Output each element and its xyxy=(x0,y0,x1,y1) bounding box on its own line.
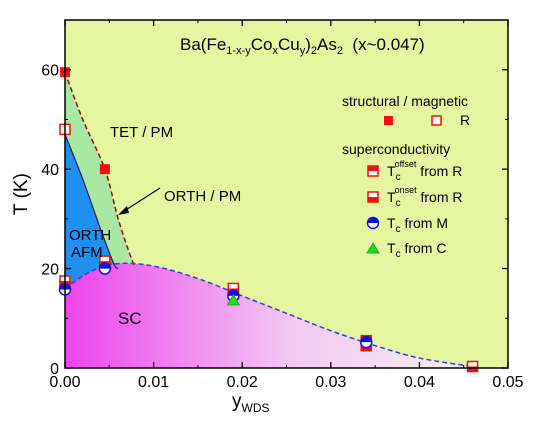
y-tick-label-0: 0 xyxy=(50,361,59,378)
x-tick-label-0: 0.00 xyxy=(49,374,80,391)
chart-title: Ba(Fe1-x-yCoxCuy)2As2 (x~0.047) xyxy=(180,35,425,57)
x-tick-label-2: 0.02 xyxy=(227,374,258,391)
legend-marker-magnetic xyxy=(431,115,442,126)
legend-marker-tc-c xyxy=(366,242,380,254)
point-tc-from-c-0 xyxy=(226,293,241,306)
x-axis-label: yWDS xyxy=(232,391,270,415)
y-axis-label: T (K) xyxy=(11,173,32,215)
legend-heading-superconductivity: superconductivity xyxy=(342,141,450,157)
x-tick-label-1: 0.01 xyxy=(138,374,169,391)
y-tick-label-1: 20 xyxy=(41,262,59,279)
orth-pm-pointer-arrowhead xyxy=(118,206,129,215)
legend-label-tc-offset: Tcoffset from R xyxy=(387,159,462,183)
x-tick-label-5: 0.05 xyxy=(492,374,523,391)
legend-marker-tc-m xyxy=(366,216,380,230)
point-structural-1 xyxy=(99,164,110,175)
y-tick-label-2: 40 xyxy=(41,162,59,179)
legend-label-tc-c: Tc from C xyxy=(387,240,446,260)
region-label-tet-pm: TET / PM xyxy=(110,124,173,141)
x-tick-label-4: 0.04 xyxy=(404,374,435,391)
legend-heading-structural-magnetic: structural / magnetic xyxy=(342,93,468,109)
structural-boundary-line xyxy=(65,71,137,267)
region-label-afm: AFM xyxy=(71,244,103,261)
region-label-orth-pm: ORTH / PM xyxy=(164,188,241,205)
legend-label-r: R xyxy=(460,112,470,128)
legend: structural / magnetic R superconductivit… xyxy=(342,93,470,260)
point-tc-from-m-1 xyxy=(98,262,112,275)
point-tc-onset-from-r-4 xyxy=(466,360,479,373)
point-tc-from-m-3 xyxy=(359,335,373,349)
legend-marker-tc-onset xyxy=(367,191,379,203)
y-tick-label-3: 60 xyxy=(41,63,59,80)
x-tick-label-3: 0.03 xyxy=(315,374,346,391)
magnetic-boundary-line xyxy=(65,134,119,270)
legend-marker-structural xyxy=(384,116,393,125)
region-label-orth: ORTH xyxy=(69,227,111,244)
legend-marker-tc-offset xyxy=(367,165,379,177)
region-label-sc: SC xyxy=(118,309,142,328)
legend-label-tc-onset: Tconset from R xyxy=(387,185,462,209)
legend-label-tc-m: Tc from M xyxy=(387,215,448,235)
region-sc xyxy=(65,263,473,368)
